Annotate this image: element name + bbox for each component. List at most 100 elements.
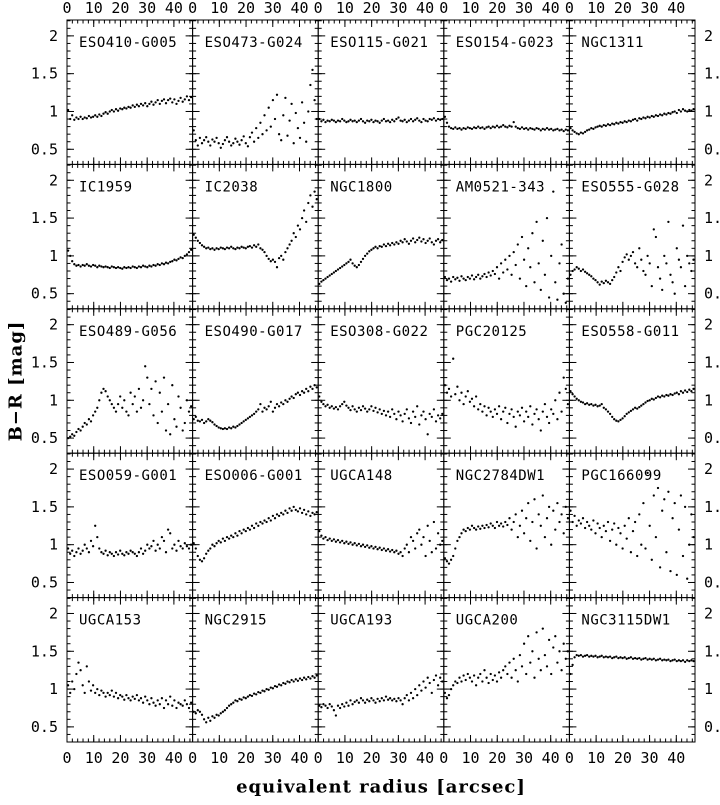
y-tick-label-right: 1.5 <box>704 65 720 83</box>
x-tick-label-top: 20 <box>363 0 381 17</box>
x-tick-label-bottom: 20 <box>488 749 506 767</box>
x-tick-label-bottom: 0 <box>314 749 323 767</box>
x-tick-label-bottom: 0 <box>62 749 71 767</box>
scatter-points <box>569 220 695 295</box>
y-tick-label-right: 1 <box>704 536 713 554</box>
panel-ESO489-G056: ESO489-G056 <box>66 308 194 454</box>
panel-NGC1311: NGC1311 <box>568 19 696 165</box>
scatter-points <box>443 627 570 700</box>
x-tick-label-top: 40 <box>667 0 685 17</box>
x-tick-label-bottom: 10 <box>461 749 479 767</box>
y-tick-label-left: 1 <box>49 536 58 554</box>
galaxy-label: AM0521-343 <box>456 179 545 195</box>
y-tick-label-left: 2 <box>49 171 58 189</box>
y-tick-label-right: 1 <box>704 247 713 265</box>
scatter-points <box>318 520 444 558</box>
x-tick-label-top: 20 <box>111 0 129 17</box>
scatter-points <box>318 674 444 717</box>
y-tick-label-left: 2 <box>49 27 58 45</box>
panel-UGCA193: UGCA193 <box>317 597 445 743</box>
y-tick-label-right: 0.5 <box>704 429 720 447</box>
y-tick-label-right: 1 <box>704 391 713 409</box>
scatter-points <box>569 653 695 676</box>
y-tick-label-left: 1 <box>49 391 58 409</box>
x-tick-label-bottom: 20 <box>111 749 129 767</box>
panel-IC1959: IC1959 <box>66 163 194 310</box>
x-tick-label-bottom: 30 <box>641 749 659 767</box>
galaxy-label: ESO473-G024 <box>205 35 303 51</box>
panel-NGC1800: NGC1800 <box>317 163 445 310</box>
x-tick-label-top: 10 <box>336 0 354 17</box>
galaxy-label: PGC166099 <box>581 468 661 484</box>
y-tick-label-left: 2 <box>49 460 58 478</box>
x-tick-label-bottom: 40 <box>667 749 685 767</box>
x-tick-label-top: 30 <box>515 0 533 17</box>
galaxy-label: ESO555-G028 <box>581 179 679 195</box>
scatter-points <box>66 524 193 558</box>
x-axis-title: equivalent radius [arcsec] <box>236 776 526 798</box>
y-tick-label-right: 1.5 <box>704 353 720 371</box>
galaxy-label: IC1959 <box>79 179 133 195</box>
x-tick-label-bottom: 40 <box>290 749 308 767</box>
y-tick-label-right: 0.5 <box>704 140 720 158</box>
panel-ESO059-G001: ESO059-G001 <box>66 452 194 599</box>
galaxy-label: ESO308-G022 <box>330 324 428 340</box>
scatter-points <box>66 95 193 121</box>
panel-ESO558-G011: ESO558-G011 <box>568 308 696 454</box>
x-tick-label-top: 10 <box>85 0 103 17</box>
panel-NGC2784DW1: NGC2784DW1 <box>443 452 570 599</box>
y-axis-title: B−R [mag] <box>5 320 27 442</box>
y-tick-label-right: 1 <box>704 680 713 698</box>
y-tick-label-left: 1 <box>49 247 58 265</box>
scatter-points <box>192 505 318 563</box>
x-tick-label-bottom: 40 <box>165 749 183 767</box>
panel-NGC2915: NGC2915 <box>192 597 319 743</box>
y-tick-label-right: 1.5 <box>704 498 720 516</box>
panel-UGCA153: UGCA153 <box>66 597 194 743</box>
x-tick-label-bottom: 0 <box>565 749 574 767</box>
x-tick-label-bottom: 20 <box>237 749 255 767</box>
x-tick-label-top: 10 <box>587 0 605 17</box>
x-tick-label-top: 20 <box>614 0 632 17</box>
x-tick-label-bottom: 40 <box>416 749 434 767</box>
y-tick-label-left: 1.5 <box>31 498 58 516</box>
panel-AM0521-343: AM0521-343 <box>443 163 570 310</box>
panel-PGC166099: PGC166099 <box>568 452 696 599</box>
x-tick-label-bottom: 10 <box>210 749 228 767</box>
x-tick-label-bottom: 0 <box>188 749 197 767</box>
galaxy-label: NGC2915 <box>205 613 268 629</box>
x-tick-label-bottom: 40 <box>542 749 560 767</box>
x-tick-label-top: 10 <box>461 0 479 17</box>
scatter-points <box>443 494 570 565</box>
scatter-points <box>192 384 318 431</box>
y-tick-label-right: 2 <box>704 460 713 478</box>
panel-PGC20125: PGC20125 <box>443 308 570 454</box>
x-tick-label-top: 30 <box>389 0 407 17</box>
y-tick-label-left: 1.5 <box>31 209 58 227</box>
y-tick-label-left: 1.5 <box>31 353 58 371</box>
scatter-points <box>192 674 318 724</box>
x-tick-label-bottom: 0 <box>439 749 448 767</box>
galaxy-label: NGC3115DW1 <box>581 613 670 629</box>
y-tick-label-left: 2 <box>49 316 58 334</box>
panel-IC2038: IC2038 <box>192 163 319 310</box>
scatter-points <box>192 68 318 149</box>
y-tick-label-left: 2 <box>49 604 58 622</box>
x-tick-label-bottom: 30 <box>264 749 282 767</box>
galaxy-label: UGCA148 <box>330 468 393 484</box>
y-tick-label-right: 2 <box>704 27 713 45</box>
y-tick-label-right: 1 <box>704 102 713 120</box>
y-tick-label-left: 0.5 <box>31 718 58 736</box>
x-tick-label-top: 20 <box>488 0 506 17</box>
scatter-points <box>569 387 695 423</box>
y-tick-label-right: 0.5 <box>704 573 720 591</box>
panel-ESO154-G023: ESO154-G023 <box>443 19 570 165</box>
x-tick-label-top: 0 <box>188 0 197 17</box>
scatter-points <box>66 248 193 270</box>
scatter-points <box>443 357 570 432</box>
y-tick-label-left: 0.5 <box>31 285 58 303</box>
panel-NGC3115DW1: NGC3115DW1 <box>568 597 696 743</box>
x-tick-label-bottom: 10 <box>85 749 103 767</box>
x-tick-label-top: 0 <box>314 0 323 17</box>
